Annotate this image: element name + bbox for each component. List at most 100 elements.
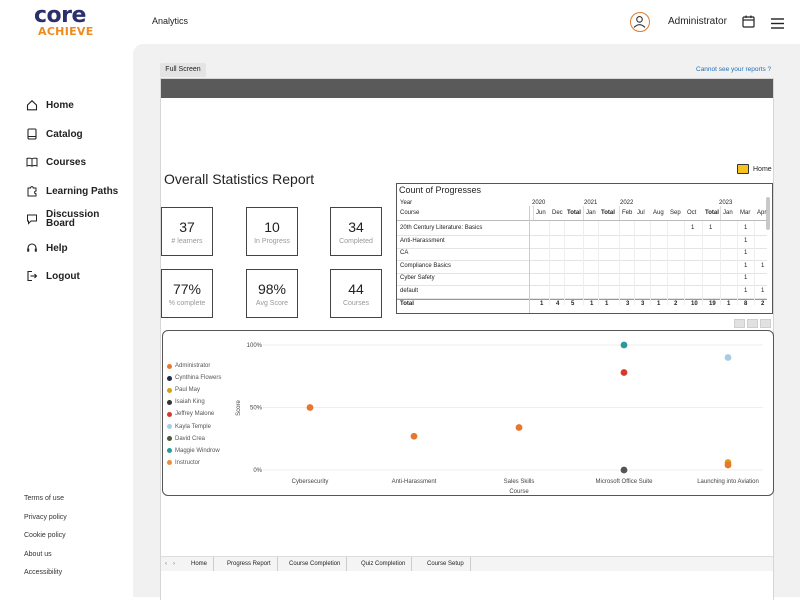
matrix-scrollbar[interactable] <box>766 197 770 230</box>
matrix-month-header: Total <box>705 210 719 216</box>
legend-item[interactable]: Kayla Temple <box>167 424 211 430</box>
report-pages-tabs: ‹ › Home Progress Report Course Completi… <box>161 556 773 571</box>
kpi-label: Completed <box>339 238 373 245</box>
logo-achieve-text: ACHIEVE <box>38 25 94 38</box>
data-point <box>515 424 523 431</box>
y-tick-label: 100% <box>247 343 263 349</box>
matrix-total-cell: 1 <box>657 301 661 307</box>
legend-marker <box>167 399 172 405</box>
more-options-icon[interactable] <box>760 319 771 328</box>
next-page-icon[interactable]: › <box>173 561 175 567</box>
matrix-year-header: 2021 <box>584 200 598 206</box>
main-panel: Full Screen Cannot see your reports ? Ho… <box>133 44 800 600</box>
sidebar-item-discussion-board[interactable]: Discussion Board <box>26 209 106 229</box>
home-icon <box>26 100 38 111</box>
visual-header-icons <box>734 319 771 328</box>
matrix-total-cell: 2 <box>761 301 765 307</box>
matrix-month-header: Mar <box>740 210 751 216</box>
privacy-policy-link[interactable]: Privacy policy <box>24 514 67 521</box>
legend-marker <box>167 375 172 381</box>
matrix-month-header: Aug <box>653 210 664 216</box>
user-name[interactable]: Administrator <box>668 16 727 27</box>
sidebar-item-home[interactable]: Home <box>26 99 74 111</box>
legend-item[interactable]: Maggie Windrow <box>167 448 220 454</box>
matrix-month-header: Total <box>567 210 581 216</box>
kpi-value: 98% <box>257 281 287 297</box>
legend-label: Jeffrey Malone <box>175 411 215 418</box>
matrix-col-line <box>598 221 599 305</box>
kpi-value: 77% <box>172 281 202 297</box>
report-frame: Home Overall Statistics Report 37 # lear… <box>160 78 774 600</box>
sidebar-item-courses[interactable]: Courses <box>26 156 86 168</box>
matrix-col-line <box>684 221 685 305</box>
report-home-button[interactable]: Home <box>737 164 772 174</box>
tab-home[interactable]: Home <box>185 557 215 571</box>
matrix-total-cell: 1 <box>590 301 594 307</box>
about-us-link[interactable]: About us <box>24 551 52 558</box>
core-achieve-logo[interactable]: core ACHIEVE <box>34 3 104 38</box>
legend-item[interactable]: Cynthina Flowers <box>167 375 221 381</box>
kpi-card-in-progress: 10 In Progress <box>246 207 298 256</box>
tab-course-completion[interactable]: Course Completion <box>283 557 348 571</box>
sidebar-item-learning-paths[interactable]: Learning Paths <box>26 185 118 197</box>
matrix-total-cell: 3 <box>626 301 630 307</box>
matrix-col-divider <box>529 206 530 313</box>
calendar-icon[interactable] <box>742 15 755 28</box>
headset-icon <box>27 243 37 252</box>
focus-mode-icon[interactable] <box>747 319 758 328</box>
legend-item[interactable]: Paul May <box>167 387 200 393</box>
y-tick-label: 50% <box>250 406 263 412</box>
matrix-year-header: 2020 <box>532 200 546 206</box>
matrix-row-divider <box>397 297 767 299</box>
sidebar-item-logout[interactable]: Logout <box>26 270 80 282</box>
home-button-label: Home <box>753 165 772 173</box>
legend-label: Instructor <box>175 459 201 466</box>
matrix-cell: 1 <box>761 287 765 294</box>
hamburger-menu-icon[interactable] <box>771 16 784 29</box>
matrix-total-cell: 2 <box>674 301 678 307</box>
sidebar-item-label: Courses <box>46 156 87 168</box>
tab-course-setup[interactable]: Course Setup <box>421 557 471 571</box>
prev-page-icon[interactable]: ‹ <box>165 561 167 567</box>
matrix-total-cell: 1 <box>540 301 544 307</box>
data-point <box>306 404 314 411</box>
cannot-see-reports-link[interactable]: Cannot see your reports ? <box>696 66 772 73</box>
legend-label: Cynthina Flowers <box>175 375 222 382</box>
open-book-icon <box>26 157 38 167</box>
kpi-card-learners: 37 # learners <box>161 207 213 256</box>
matrix-col-line <box>650 221 651 305</box>
matrix-col-line <box>702 221 703 305</box>
kpi-card-avg-score: 98% Avg Score <box>246 269 298 318</box>
kpi-card-percent-complete: 77% % complete <box>161 269 213 318</box>
user-avatar-icon[interactable] <box>630 12 650 32</box>
y-axis-label: Score <box>236 400 242 416</box>
matrix-year-line <box>720 206 721 220</box>
home-icon <box>737 164 749 174</box>
legend-item[interactable]: Administrator <box>167 363 210 369</box>
kpi-card-courses: 44 Courses <box>330 269 382 318</box>
matrix-col-line <box>549 221 550 305</box>
tab-quiz-completion[interactable]: Quiz Completion <box>355 557 413 571</box>
filter-icon[interactable] <box>734 319 745 328</box>
kpi-value: 10 <box>264 219 280 235</box>
terms-of-use-link[interactable]: Terms of use <box>24 495 65 502</box>
matrix-course-label: Course <box>400 210 420 216</box>
full-screen-tab[interactable]: Full Screen <box>160 63 206 77</box>
legend-item[interactable]: Isaiah King <box>167 399 205 405</box>
data-point <box>410 432 418 440</box>
matrix-col-line <box>754 221 755 305</box>
legend-marker <box>167 436 172 442</box>
sidebar-item-help[interactable]: Help <box>26 242 68 254</box>
legend-item[interactable]: Jeffrey Malone <box>167 411 214 417</box>
logo-core-text: core <box>34 3 86 28</box>
tab-progress-report[interactable]: Progress Report <box>221 557 278 571</box>
legend-item[interactable]: Instructor <box>167 460 200 466</box>
cookie-policy-link[interactable]: Cookie policy <box>24 532 66 539</box>
data-point <box>620 466 628 474</box>
legend-item[interactable]: David Crea <box>167 436 205 442</box>
legend-marker <box>167 363 172 369</box>
legend-label: Paul May <box>175 387 201 394</box>
sidebar-item-label: Discussion Board <box>46 209 100 229</box>
sidebar-item-catalog[interactable]: Catalog <box>26 128 83 140</box>
accessibility-link[interactable]: Accessibility <box>24 569 63 576</box>
